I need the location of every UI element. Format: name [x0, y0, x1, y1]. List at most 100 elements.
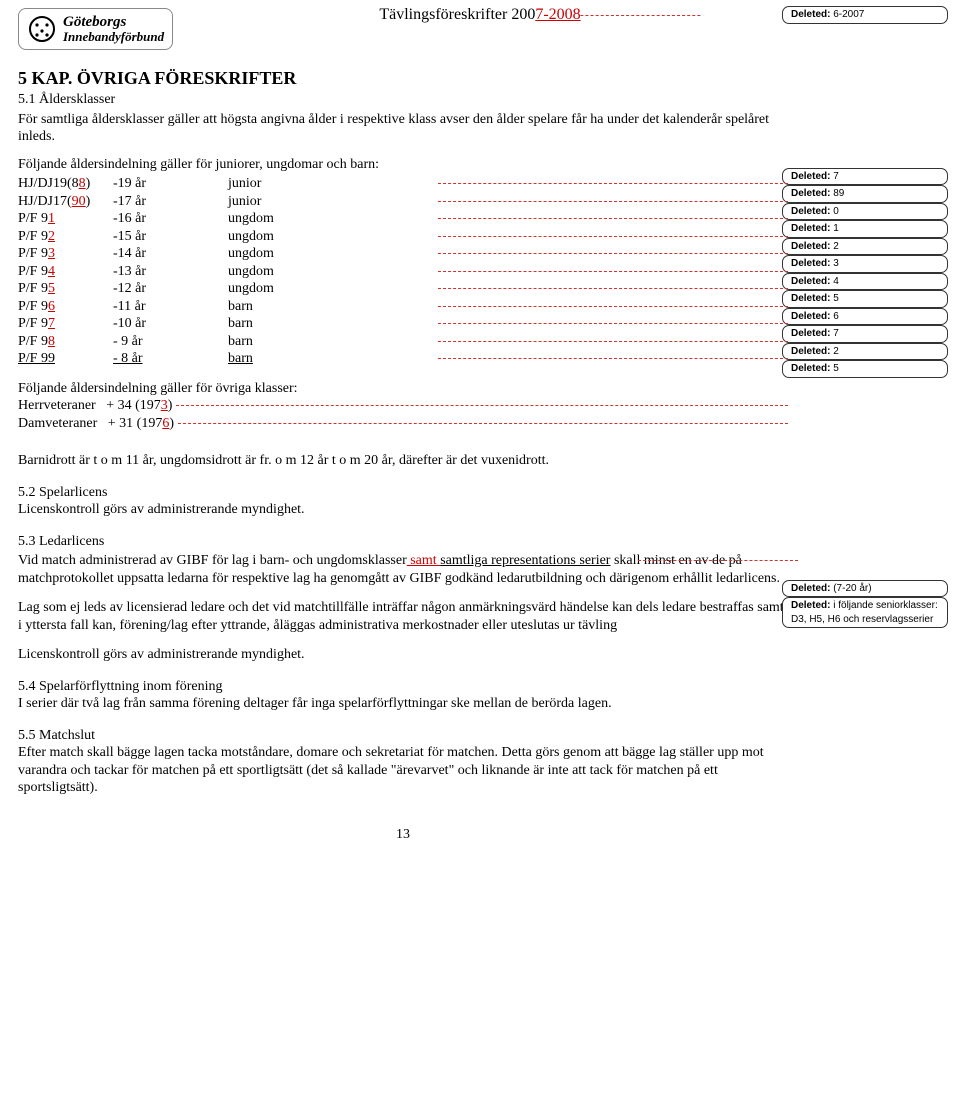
section-5-1: 5.1 Åldersklasser För samtliga ålderskla…: [18, 91, 788, 146]
note-value: 5: [830, 363, 838, 374]
herrveteraner-row: Herrveteraner + 34 (1973): [18, 397, 788, 415]
age-row: P/F 95-12 årungdom: [18, 280, 788, 298]
document-title: Tävlingsföreskrifter 2007-2008: [379, 6, 580, 24]
age-category: ungdom: [228, 228, 438, 246]
note-value: (7-20 år): [830, 583, 871, 594]
page: Göteborgs Innebandyförbund Tävlingsföres…: [0, 0, 960, 863]
age-range: -17 år: [113, 193, 228, 211]
dam-label: Damveteraner + 31 (197: [18, 415, 162, 433]
dam-ins: 6: [162, 415, 169, 433]
age-range: -15 år: [113, 228, 228, 246]
note-value: 5: [830, 293, 838, 304]
section-5-1-text: För samtliga åldersklasser gäller att hö…: [18, 111, 788, 146]
other-intro: Följande åldersindelning gäller för övri…: [18, 380, 788, 398]
age-intro: Följande åldersindelning gäller för juni…: [18, 156, 788, 174]
age-category: ungdom: [228, 245, 438, 263]
note-label: Deleted:: [791, 600, 830, 611]
note-value: 89: [830, 188, 844, 199]
revision-note: Deleted: 6-2007: [782, 6, 948, 24]
note-label: Deleted:: [791, 583, 830, 594]
age-row: HJ/DJ17(90)-17 årjunior: [18, 193, 788, 211]
herr-label: Herrveteraner + 34 (197: [18, 397, 161, 415]
age-category: ungdom: [228, 210, 438, 228]
revision-note: Deleted: 5: [782, 360, 948, 378]
section-5-2-text: Licenskontroll görs av administrerande m…: [18, 501, 788, 519]
age-category: barn: [228, 298, 438, 316]
section-5-5: 5.5 Matchslut Efter match skall bägge la…: [18, 727, 788, 797]
note-label: Deleted:: [791, 311, 830, 322]
age-category: barn: [228, 333, 438, 351]
note-label: Deleted:: [791, 293, 830, 304]
revision-note: Deleted: 7: [782, 168, 948, 186]
revision-note: Deleted: i följande seniorklasser: D3, H…: [782, 597, 948, 628]
revision-note: Deleted: 4: [782, 273, 948, 291]
age-range: -16 år: [113, 210, 228, 228]
section-5-3-p2: Lag som ej leds av licensierad ledare oc…: [18, 599, 788, 634]
section-5-3-p1: Vid match administrerad av GIBF för lag …: [18, 552, 788, 587]
age-range: - 9 år: [113, 333, 228, 351]
main-content: 5 KAP. ÖVRIGA FÖRESKRIFTER 5.1 Ålderskla…: [18, 68, 788, 843]
section-5-2-title: 5.2 Spelarlicens: [18, 484, 788, 502]
age-code: P/F 91: [18, 210, 113, 228]
age-row: P/F 96-11 årbarn: [18, 298, 788, 316]
age-range: -10 år: [113, 315, 228, 333]
revision-note: Deleted: 2: [782, 238, 948, 256]
note-label: Deleted:: [791, 9, 830, 20]
revision-note: Deleted: 7: [782, 325, 948, 343]
revision-note: Deleted: 3: [782, 255, 948, 273]
section-5-3: 5.3 Ledarlicens Vid match administrerad …: [18, 533, 788, 664]
age-range: -13 år: [113, 263, 228, 281]
note-value: 6: [830, 311, 838, 322]
section-5-1-title: 5.1 Åldersklasser: [18, 91, 788, 109]
age-row: P/F 98- 9 årbarn: [18, 333, 788, 351]
change-connector: [438, 280, 788, 296]
section-5-3-title: 5.3 Ledarlicens: [18, 533, 788, 551]
floorball-icon: [27, 14, 57, 44]
org-name: Göteborgs Innebandyförbund: [63, 15, 164, 43]
chapter-title: 5 KAP. ÖVRIGA FÖRESKRIFTER: [18, 68, 788, 89]
note-value: 2: [830, 346, 838, 357]
note-value: 4: [830, 276, 838, 287]
org-name-line2: Innebandyförbund: [63, 30, 164, 43]
note-value: 0: [830, 206, 838, 217]
note-value: 2: [830, 241, 838, 252]
section-5-5-text: Efter match skall bägge lagen tacka mots…: [18, 744, 788, 797]
doc-title-prefix: Tävlingsföreskrifter 200: [379, 6, 535, 23]
age-category: ungdom: [228, 263, 438, 281]
notes-block-1: Deleted: 6-2007: [782, 6, 948, 24]
change-connector: [438, 263, 788, 279]
age-row: P/F 97-10 årbarn: [18, 315, 788, 333]
section-5-5-title: 5.5 Matchslut: [18, 727, 788, 745]
dam-tail: ): [169, 415, 174, 433]
note-label: Deleted:: [791, 328, 830, 339]
age-code: P/F 98: [18, 333, 113, 351]
s3-text-a: Vid match administrerad av GIBF för lag …: [18, 553, 407, 568]
age-code: P/F 99: [18, 350, 113, 368]
revision-note: Deleted: 0: [782, 203, 948, 221]
section-5-3-p3: Licenskontroll görs av administrerande m…: [18, 646, 788, 664]
revision-note: Deleted: 1: [782, 220, 948, 238]
change-connector: [438, 298, 788, 314]
revision-notes-col: Deleted: 6-2007 Deleted: 7Deleted: 89Del…: [782, 6, 948, 628]
section-5-4: 5.4 Spelarförflyttning inom förening I s…: [18, 678, 788, 713]
note-label: Deleted:: [791, 223, 830, 234]
section-5-2: 5.2 Spelarlicens Licenskontroll görs av …: [18, 484, 788, 519]
change-connector: [438, 175, 788, 191]
age-row: P/F 93-14 årungdom: [18, 245, 788, 263]
revision-note: Deleted: 5: [782, 290, 948, 308]
change-connector: [438, 193, 788, 209]
age-code: HJ/DJ17(90): [18, 193, 113, 211]
age-code: P/F 94: [18, 263, 113, 281]
age-row: P/F 91-16 årungdom: [18, 210, 788, 228]
s3-insert-1: samt: [407, 553, 440, 568]
doc-title-insertion: 7-2008: [535, 6, 580, 23]
note-label: Deleted:: [791, 241, 830, 252]
change-connector: [438, 350, 788, 366]
change-connector: [638, 560, 798, 561]
herr-ins: 3: [161, 397, 168, 415]
s3-text-b: samtliga representations serier: [440, 553, 610, 568]
note-value: 3: [830, 258, 838, 269]
age-range: -11 år: [113, 298, 228, 316]
age-rows: HJ/DJ19(88)-19 årjuniorHJ/DJ17(90)-17 år…: [18, 175, 788, 350]
revision-note: Deleted: 6: [782, 308, 948, 326]
